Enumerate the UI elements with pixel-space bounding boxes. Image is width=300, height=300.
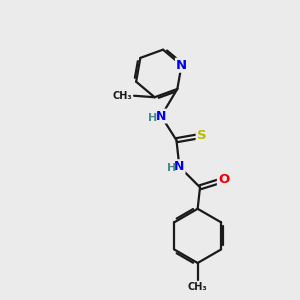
Text: N: N	[176, 59, 187, 72]
Text: H: H	[167, 163, 176, 173]
Text: CH₃: CH₃	[188, 281, 208, 292]
Text: N: N	[174, 160, 184, 173]
Text: S: S	[197, 129, 206, 142]
Text: CH₃: CH₃	[112, 91, 132, 101]
Text: N: N	[156, 110, 166, 123]
Text: H: H	[148, 112, 158, 122]
Text: O: O	[218, 173, 229, 186]
